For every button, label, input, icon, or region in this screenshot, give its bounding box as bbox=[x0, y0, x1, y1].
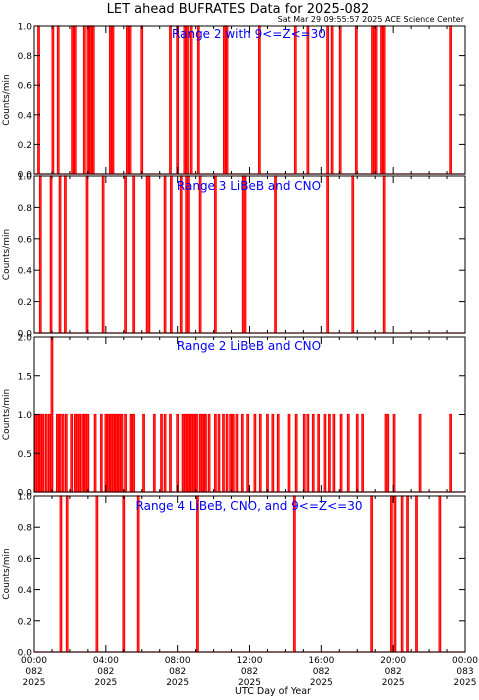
timestamp: Sat Mar 29 09:55:57 2025 ACE Science Cen… bbox=[278, 15, 465, 24]
x-tick-label-year: 2025 bbox=[454, 678, 477, 688]
y-tick-label: 0.4 bbox=[18, 111, 33, 121]
plot-frame bbox=[33, 495, 466, 653]
y-tick-label: 0.8 bbox=[18, 52, 33, 62]
data-trace bbox=[34, 175, 465, 334]
y-tick-label: 0.6 bbox=[18, 82, 33, 92]
data-trace bbox=[34, 495, 465, 653]
y-tick-label: 0.6 bbox=[18, 235, 33, 245]
x-tick-label-doy: 082 bbox=[241, 667, 258, 677]
x-tick-label-doy: 082 bbox=[313, 667, 330, 677]
x-tick-label-time: 00:00 bbox=[452, 656, 478, 666]
data-trace bbox=[34, 336, 465, 493]
y-tick-label: 0.0 bbox=[18, 330, 33, 340]
x-axis: 00:00082202504:00082202508:00082202512:0… bbox=[21, 656, 478, 688]
data-trace bbox=[34, 25, 465, 175]
y-tick-label: 0.8 bbox=[18, 204, 33, 214]
panels: 0.0 0.2 0.4 0.6 0.8 1.0 Range 2 with 9<=Z<=30 C… bbox=[2, 23, 466, 659]
y-tick-label: 0.4 bbox=[18, 586, 33, 596]
panel-label: Range 2 LiBeB and CNO bbox=[177, 339, 321, 353]
x-tick-label-doy: 083 bbox=[456, 667, 473, 677]
x-tick-label-year: 2025 bbox=[94, 678, 117, 688]
x-tick-label-doy: 082 bbox=[97, 667, 114, 677]
panel-label: Range 2 with 9<=Z<=30 bbox=[172, 27, 326, 41]
plot-frame bbox=[33, 175, 466, 334]
panel-label: Range 4 LiBeB, CNO, and 9<=Z<=30 bbox=[136, 499, 363, 513]
y-tick-label: 0.4 bbox=[18, 267, 33, 277]
panel-label: Range 3 LiBeB and CNO bbox=[177, 179, 321, 193]
y-tick-label: 0.2 bbox=[18, 141, 32, 151]
y-axis-label: Counts/min bbox=[2, 389, 12, 440]
x-tick-label-year: 2025 bbox=[166, 678, 189, 688]
x-tick-label-time: 20:00 bbox=[380, 656, 406, 666]
x-tick-label-year: 2025 bbox=[382, 678, 405, 688]
x-tick-label-doy: 082 bbox=[169, 667, 186, 677]
y-tick-label: 0.2 bbox=[18, 298, 32, 308]
x-tick-label-time: 00:00 bbox=[21, 656, 47, 666]
x-tick-label-year: 2025 bbox=[238, 678, 261, 688]
x-tick-label-doy: 082 bbox=[385, 667, 402, 677]
x-tick-label-year: 2025 bbox=[23, 678, 46, 688]
y-tick-label: 1.5 bbox=[18, 372, 32, 382]
y-axis-label: Counts/min bbox=[2, 548, 12, 599]
y-tick-label: 1.0 bbox=[18, 411, 33, 421]
x-tick-label-time: 12:00 bbox=[237, 656, 263, 666]
y-tick-label: 0.8 bbox=[18, 524, 33, 534]
figure-title: LET ahead BUFRATES Data for 2025-082 bbox=[107, 2, 370, 17]
y-axis-label: Counts/min bbox=[2, 229, 12, 280]
x-tick-label-time: 04:00 bbox=[93, 656, 119, 666]
y-tick-label: 0.0 bbox=[18, 489, 33, 499]
y-tick-label: 1.0 bbox=[18, 23, 33, 33]
y-tick-label: 0.0 bbox=[18, 649, 33, 659]
y-tick-label: 0.2 bbox=[18, 617, 32, 627]
y-axis-label: Counts/min bbox=[2, 74, 12, 125]
chart-panel-1: 0.0 0.2 0.4 0.6 0.8 1.0 Range 2 with 9<=Z<=30 C… bbox=[2, 23, 466, 181]
x-axis-label: UTC Day of Year bbox=[235, 686, 311, 697]
y-tick-label: 1.0 bbox=[18, 493, 33, 503]
plot-frame bbox=[33, 336, 466, 493]
chart-panel-4: 0.0 0.2 0.4 0.6 0.8 1.0 Range 4 LiBeB, CNO, an… bbox=[2, 493, 466, 659]
plot-frame bbox=[33, 25, 466, 175]
chart-panel-3: 0.0 0.5 1.0 1.5 2.0 Range 2 LiBeB and CNO Coun… bbox=[2, 334, 466, 499]
x-tick-label-year: 2025 bbox=[310, 678, 333, 688]
y-tick-label: 0.0 bbox=[18, 171, 33, 181]
x-tick-label-time: 16:00 bbox=[308, 656, 334, 666]
y-tick-label: 0.6 bbox=[18, 555, 33, 565]
y-tick-label: 1.0 bbox=[18, 173, 33, 183]
x-tick-label-time: 08:00 bbox=[165, 656, 191, 666]
y-tick-label: 0.5 bbox=[18, 450, 32, 460]
x-tick-label-doy: 082 bbox=[25, 667, 42, 677]
chart-panel-2: 0.0 0.2 0.4 0.6 0.8 1.0 Range 3 LiBeB and CNO C… bbox=[2, 173, 466, 340]
y-tick-label: 2.0 bbox=[18, 334, 33, 344]
